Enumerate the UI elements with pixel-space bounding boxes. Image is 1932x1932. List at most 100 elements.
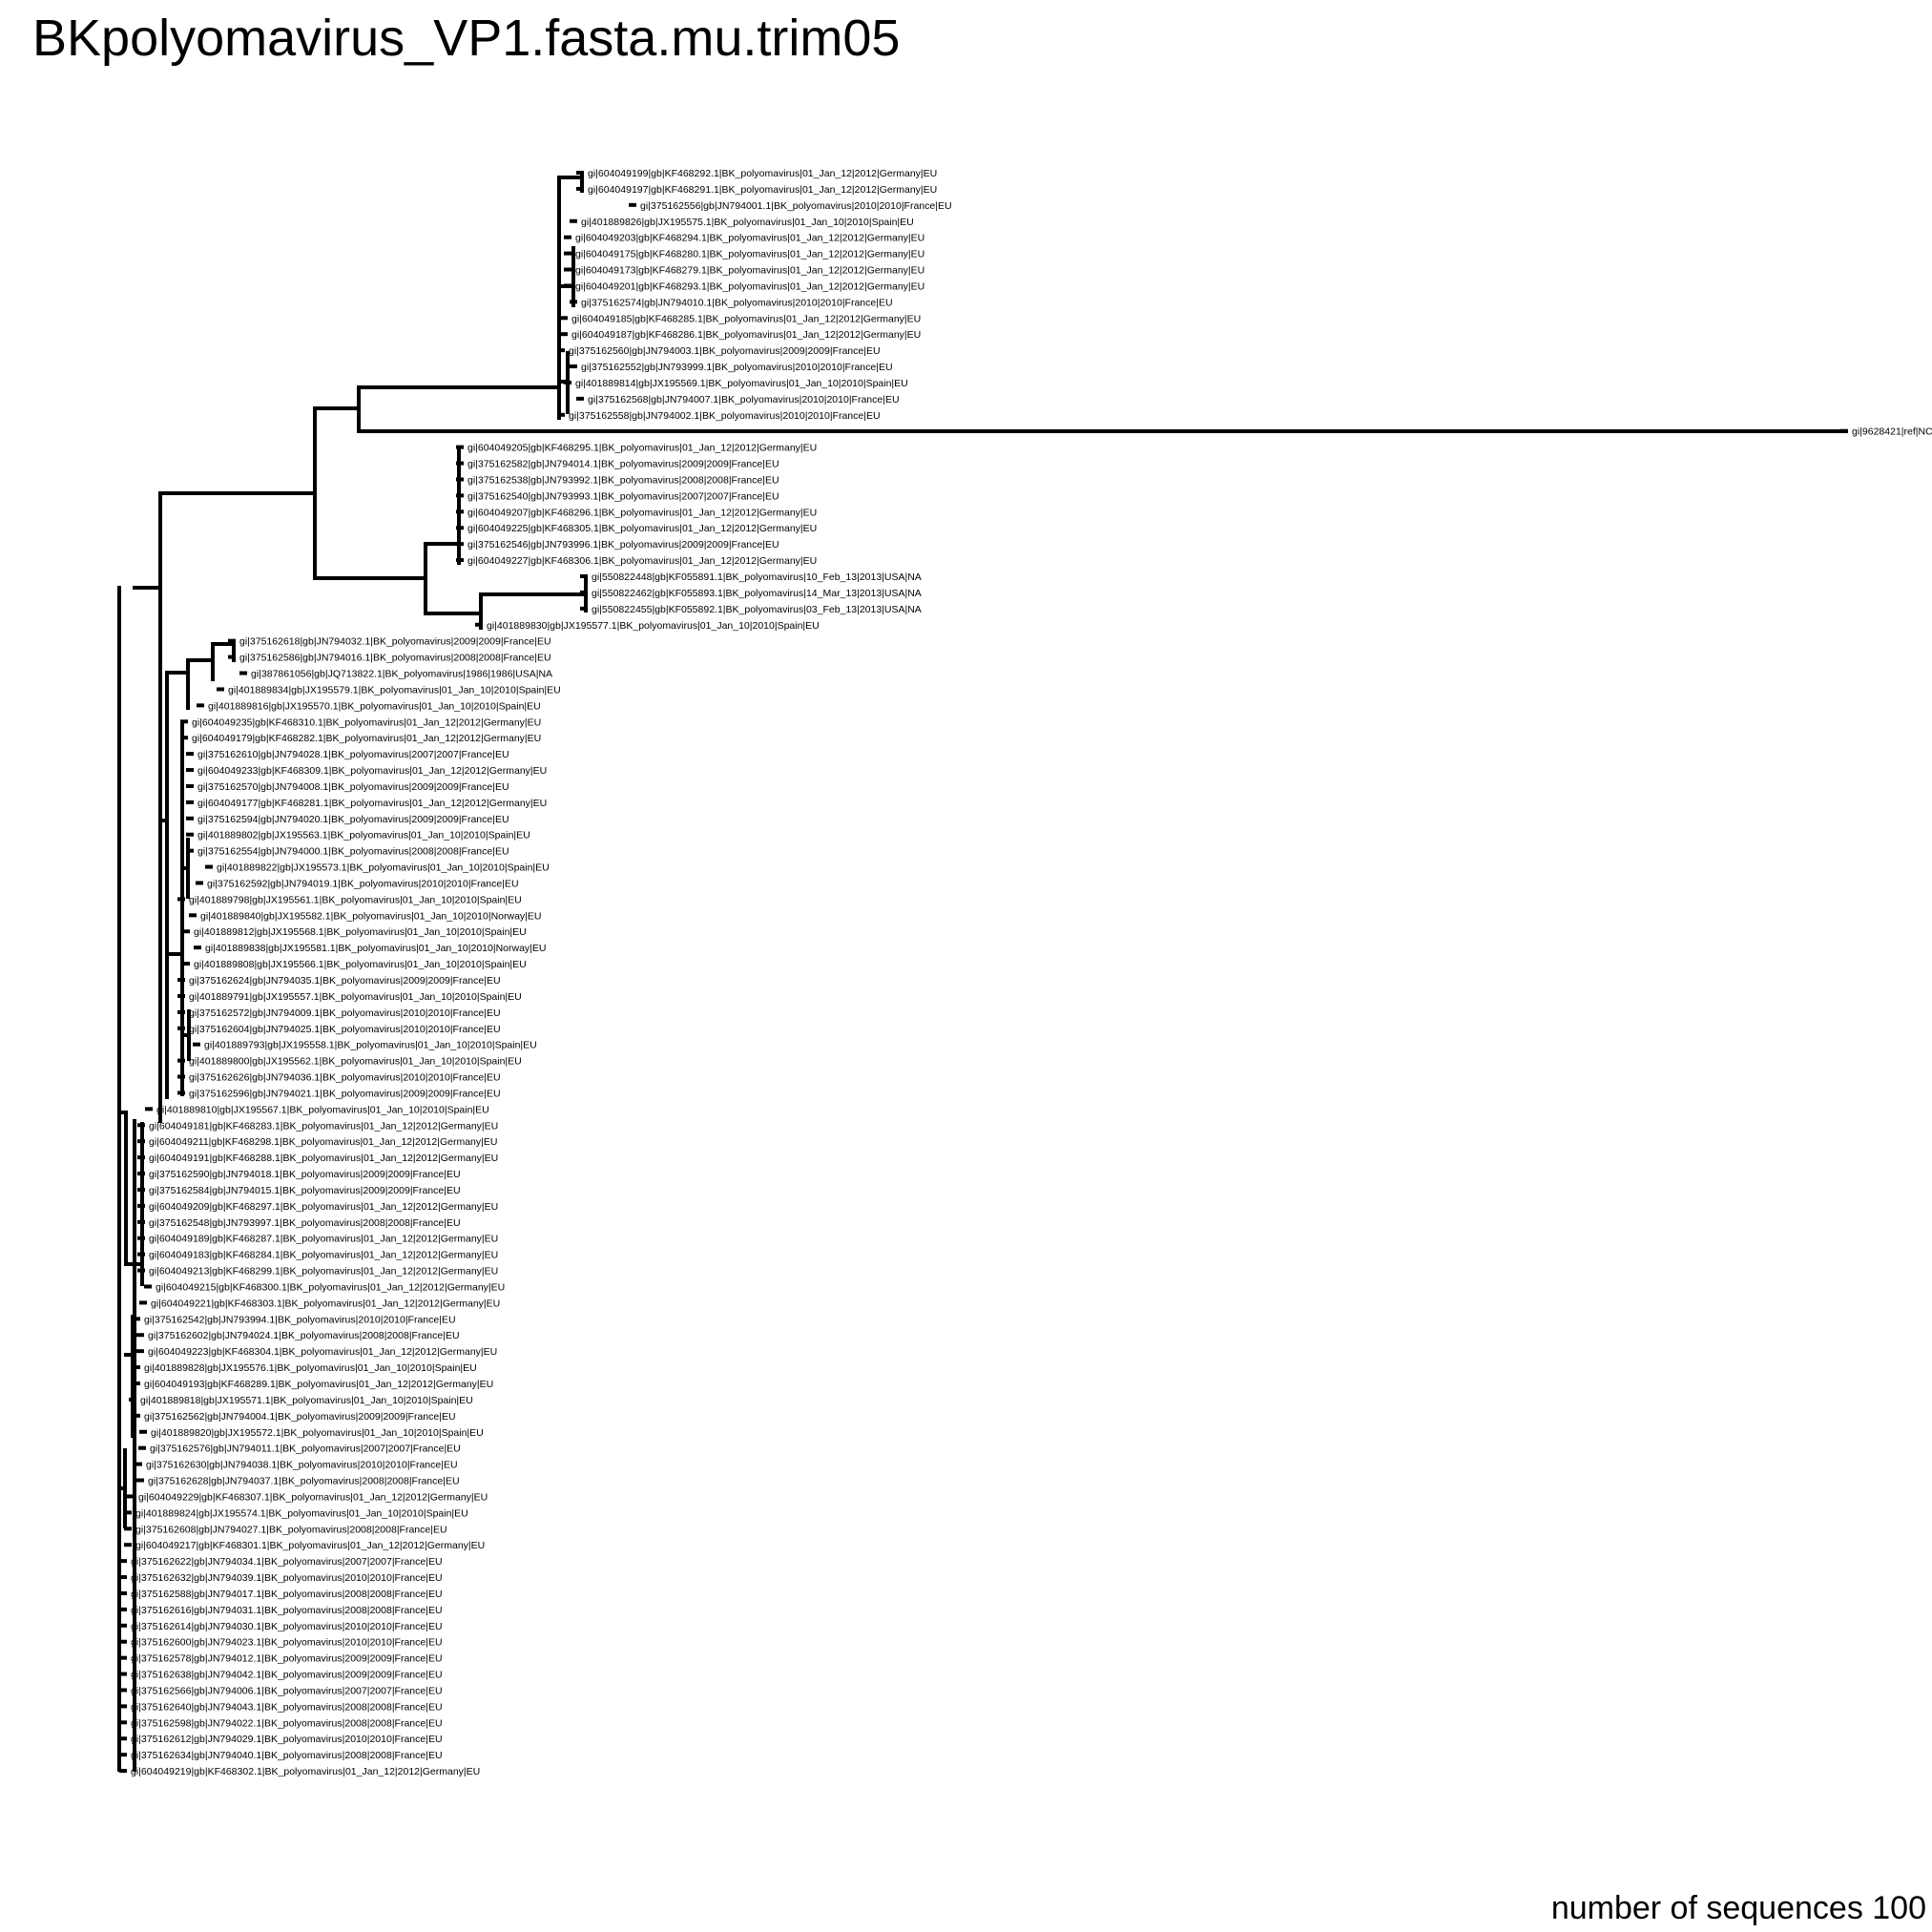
tip-label: gi|375162588|gb|JN794017.1|BK_polyomavir… — [131, 1589, 443, 1600]
tip-label: gi|401889793|gb|JX195558.1|BK_polyomavir… — [204, 1040, 537, 1051]
tip-label: gi|375162590|gb|JN794018.1|BK_polyomavir… — [149, 1169, 461, 1180]
tip-label: gi|375162624|gb|JN794035.1|BK_polyomavir… — [189, 975, 501, 987]
tip-label: gi|401889802|gb|JX195563.1|BK_polyomavir… — [197, 830, 530, 841]
tip-label: gi|401889798|gb|JX195561.1|BK_polyomavir… — [189, 894, 522, 905]
tip-label: gi|604049213|gb|KF468299.1|BK_polyomavir… — [149, 1266, 498, 1278]
tip-label: gi|375162574|gb|JN794010.1|BK_polyomavir… — [581, 297, 893, 308]
tip-label: gi|401889812|gb|JX195568.1|BK_polyomavir… — [194, 926, 527, 938]
tip-label: gi|401889826|gb|JX195575.1|BK_polyomavir… — [581, 217, 914, 228]
tip-label: gi|550822462|gb|KF055893.1|BK_polyomavir… — [592, 588, 922, 599]
tip-label: gi|604049215|gb|KF468300.1|BK_polyomavir… — [156, 1281, 505, 1293]
tip-label: gi|550822448|gb|KF055891.1|BK_polyomavir… — [592, 571, 922, 583]
tip-label: gi|401889818|gb|JX195571.1|BK_polyomavir… — [140, 1395, 473, 1406]
tip-label: gi|604049191|gb|KF468288.1|BK_polyomavir… — [149, 1153, 498, 1164]
tip-label: gi|550822455|gb|KF055892.1|BK_polyomavir… — [592, 604, 922, 615]
tip-label: gi|375162586|gb|JN794016.1|BK_polyomavir… — [239, 653, 551, 664]
tip-label: gi|375162546|gb|JN793996.1|BK_polyomavir… — [467, 539, 779, 551]
tip-label: gi|604049233|gb|KF468309.1|BK_polyomavir… — [197, 765, 547, 777]
tip-label: gi|375162582|gb|JN794014.1|BK_polyomavir… — [467, 459, 779, 470]
tip-label: gi|375162634|gb|JN794040.1|BK_polyomavir… — [131, 1750, 443, 1761]
tip-label: gi|604049223|gb|KF468304.1|BK_polyomavir… — [148, 1346, 497, 1358]
tip-label: gi|604049197|gb|KF468291.1|BK_polyomavir… — [588, 184, 937, 196]
tip-label: gi|604049173|gb|KF468279.1|BK_polyomavir… — [575, 265, 924, 277]
tip-label: gi|604049179|gb|KF468282.1|BK_polyomavir… — [192, 733, 541, 744]
tip-label: gi|375162542|gb|JN793994.1|BK_polyomavir… — [144, 1314, 456, 1325]
tip-label: gi|375162626|gb|JN794036.1|BK_polyomavir… — [189, 1072, 501, 1084]
tip-label: gi|375162614|gb|JN794030.1|BK_polyomavir… — [131, 1621, 443, 1632]
tip-label: gi|375162594|gb|JN794020.1|BK_polyomavir… — [197, 814, 509, 825]
tip-label: gi|401889838|gb|JX195581.1|BK_polyomavir… — [205, 943, 546, 954]
page-title: BKpolyomavirus_VP1.fasta.mu.trim05 — [32, 10, 901, 67]
tip-label: gi|401889822|gb|JX195573.1|BK_polyomavir… — [217, 862, 550, 874]
tip-label: gi|401889791|gb|JX195557.1|BK_polyomavir… — [189, 991, 522, 1003]
tip-label: gi|401889830|gb|JX195577.1|BK_polyomavir… — [487, 620, 820, 632]
tip-label: gi|375162554|gb|JN794000.1|BK_polyomavir… — [197, 846, 509, 858]
tip-label: gi|401889824|gb|JX195574.1|BK_polyomavir… — [135, 1507, 468, 1519]
tip-label: gi|604049221|gb|KF468303.1|BK_polyomavir… — [151, 1298, 500, 1309]
tip-label: gi|604049201|gb|KF468293.1|BK_polyomavir… — [575, 280, 924, 292]
tip-label: gi|375162600|gb|JN794023.1|BK_polyomavir… — [131, 1637, 443, 1649]
tip-label: gi|375162598|gb|JN794022.1|BK_polyomavir… — [131, 1717, 443, 1729]
tip-label: gi|375162566|gb|JN794006.1|BK_polyomavir… — [131, 1685, 443, 1696]
tip-label: gi|375162630|gb|JN794038.1|BK_polyomavir… — [146, 1460, 458, 1471]
tip-label: gi|375162558|gb|JN794002.1|BK_polyomavir… — [569, 410, 881, 422]
tip-label: gi|375162604|gb|JN794025.1|BK_polyomavir… — [189, 1024, 501, 1035]
tip-label: gi|375162578|gb|JN794012.1|BK_polyomavir… — [131, 1653, 443, 1665]
tip-label: gi|604049211|gb|KF468298.1|BK_polyomavir… — [149, 1136, 497, 1148]
tip-label: gi|604049203|gb|KF468294.1|BK_polyomavir… — [575, 233, 924, 244]
tip-label: gi|604049217|gb|KF468301.1|BK_polyomavir… — [135, 1540, 485, 1551]
tip-label: gi|604049225|gb|KF468305.1|BK_polyomavir… — [467, 523, 817, 534]
tip-label: gi|375162592|gb|JN794019.1|BK_polyomavir… — [207, 878, 519, 889]
tip-label: gi|401889814|gb|JX195569.1|BK_polyomavir… — [575, 378, 908, 389]
tip-label: gi|604049177|gb|KF468281.1|BK_polyomavir… — [197, 798, 547, 809]
tip-label: gi|375162622|gb|JN794034.1|BK_polyomavir… — [131, 1556, 443, 1568]
tip-label: gi|375162618|gb|JN794032.1|BK_polyomavir… — [239, 636, 551, 648]
tip-label: gi|604049227|gb|KF468306.1|BK_polyomavir… — [467, 555, 817, 567]
tip-label: gi|401889840|gb|JX195582.1|BK_polyomavir… — [200, 910, 541, 922]
tip-label: gi|375162568|gb|JN794007.1|BK_polyomavir… — [588, 394, 900, 405]
tip-label: gi|604049235|gb|KF468310.1|BK_polyomavir… — [192, 717, 541, 728]
tip-label: gi|375162576|gb|JN794011.1|BK_polyomavir… — [150, 1444, 461, 1455]
tip-label: gi|375162562|gb|JN794004.1|BK_polyomavir… — [144, 1411, 456, 1423]
tip-label: gi|604049185|gb|KF468285.1|BK_polyomavir… — [571, 313, 921, 324]
tip-label: gi|375162570|gb|JN794008.1|BK_polyomavir… — [197, 781, 509, 793]
tip-label: gi|387861056|gb|JQ713822.1|BK_polyomavir… — [251, 669, 552, 680]
tip-label: gi|401889834|gb|JX195579.1|BK_polyomavir… — [228, 684, 561, 696]
tip-label: gi|375162628|gb|JN794037.1|BK_polyomavir… — [148, 1476, 460, 1487]
tip-label: gi|375162548|gb|JN793997.1|BK_polyomavir… — [149, 1217, 461, 1229]
tip-label: gi|604049207|gb|KF468296.1|BK_polyomavir… — [467, 507, 817, 518]
tip-label: gi|604049193|gb|KF468289.1|BK_polyomavir… — [144, 1379, 493, 1390]
tip-label: gi|375162552|gb|JN793999.1|BK_polyomavir… — [581, 362, 893, 373]
tip-label: gi|401889820|gb|JX195572.1|BK_polyomavir… — [151, 1427, 484, 1439]
tip-label: gi|401889800|gb|JX195562.1|BK_polyomavir… — [189, 1056, 522, 1068]
tip-label: gi|375162616|gb|JN794031.1|BK_polyomavir… — [131, 1605, 443, 1616]
tip-label: gi|375162640|gb|JN794043.1|BK_polyomavir… — [131, 1701, 443, 1713]
tip-label: gi|375162560|gb|JN794003.1|BK_polyomavir… — [569, 345, 881, 357]
tip-label: gi|401889828|gb|JX195576.1|BK_polyomavir… — [144, 1362, 477, 1374]
tip-label: gi|604049189|gb|KF468287.1|BK_polyomavir… — [149, 1234, 498, 1245]
tree-tips: gi|604049199|gb|KF468292.1|BK_polyomavir… — [119, 168, 1932, 1777]
tip-label: gi|375162584|gb|JN794015.1|BK_polyomavir… — [149, 1185, 461, 1196]
tip-label: gi|604049181|gb|KF468283.1|BK_polyomavir… — [149, 1120, 498, 1132]
tip-label: gi|604049187|gb|KF468286.1|BK_polyomavir… — [571, 329, 921, 341]
tip-label: gi|9628421|ref|NC — [1852, 426, 1932, 438]
tip-label: gi|375162540|gb|JN793993.1|BK_polyomavir… — [467, 490, 779, 502]
tip-label: gi|604049229|gb|KF468307.1|BK_polyomavir… — [138, 1491, 488, 1503]
tip-label: gi|375162638|gb|JN794042.1|BK_polyomavir… — [131, 1670, 443, 1681]
tip-label: gi|604049199|gb|KF468292.1|BK_polyomavir… — [588, 168, 937, 179]
tip-label: gi|604049219|gb|KF468302.1|BK_polyomavir… — [131, 1766, 480, 1777]
tip-label: gi|604049205|gb|KF468295.1|BK_polyomavir… — [467, 443, 817, 454]
tip-label: gi|375162602|gb|JN794024.1|BK_polyomavir… — [148, 1330, 460, 1341]
tip-label: gi|401889808|gb|JX195566.1|BK_polyomavir… — [194, 959, 527, 970]
tip-label: gi|375162612|gb|JN794029.1|BK_polyomavir… — [131, 1734, 443, 1745]
tip-label: gi|375162608|gb|JN794027.1|BK_polyomavir… — [135, 1524, 447, 1535]
tip-label: gi|604049183|gb|KF468284.1|BK_polyomavir… — [149, 1250, 498, 1261]
tip-label: gi|604049209|gb|KF468297.1|BK_polyomavir… — [149, 1201, 498, 1213]
tip-label: gi|375162572|gb|JN794009.1|BK_polyomavir… — [189, 1008, 501, 1019]
tip-label: gi|375162538|gb|JN793992.1|BK_polyomavir… — [467, 474, 779, 486]
tip-label: gi|375162556|gb|JN794001.1|BK_polyomavir… — [640, 200, 952, 212]
tip-label: gi|604049175|gb|KF468280.1|BK_polyomavir… — [575, 249, 924, 260]
tip-label: gi|401889816|gb|JX195570.1|BK_polyomavir… — [208, 700, 541, 712]
tip-label: gi|401889810|gb|JX195567.1|BK_polyomavir… — [156, 1104, 489, 1115]
